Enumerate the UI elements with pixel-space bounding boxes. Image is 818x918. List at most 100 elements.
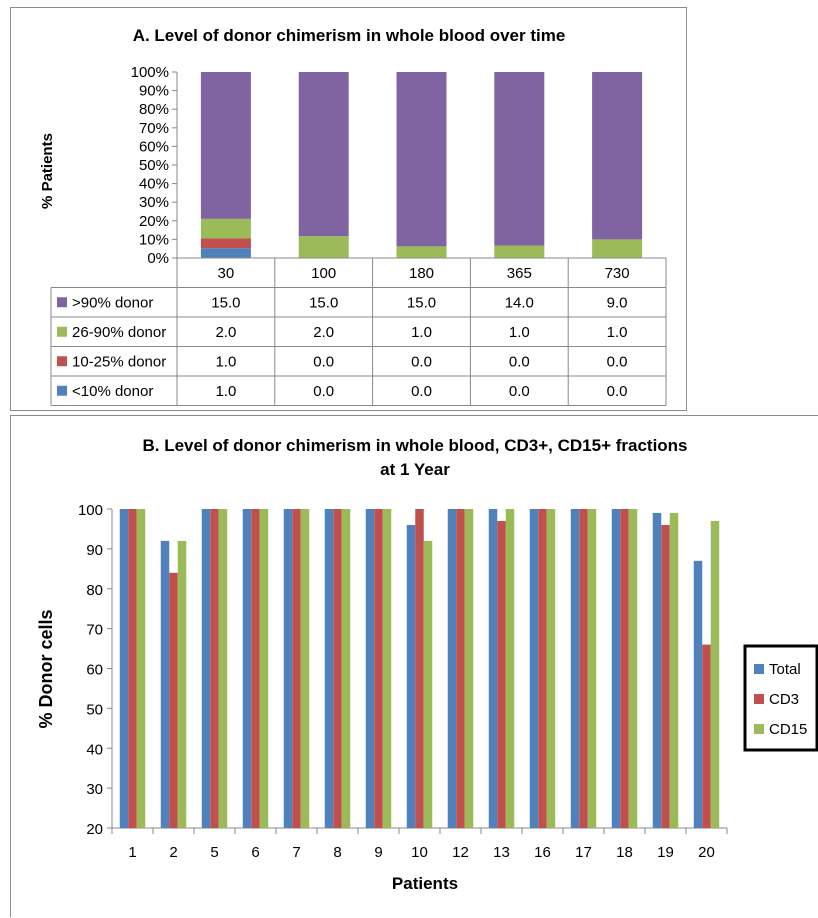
chart-subtitle: at 1 Year [380,460,450,479]
data-label: 15.0 [211,294,240,311]
y-tick-label: 40 [86,741,103,758]
x-tick-label: 8 [333,844,341,861]
bar-cd15 [341,509,351,828]
x-axis-label: Patients [392,874,458,893]
x-tick-label: 9 [374,844,382,861]
bar-cd3 [702,644,711,828]
legend-swatch [57,385,67,396]
legend-swatch [57,326,67,337]
bar-segment--90-donor [494,72,545,246]
bar-cd3 [579,509,588,828]
data-label: 0.0 [313,353,334,370]
chart-panel-b: B. Level of donor chimerism in whole blo… [10,415,818,917]
bar-total [119,509,129,828]
x-tick-label: 5 [210,844,218,861]
bar-segment-10-25-donor [200,238,251,249]
y-axis-label: % Patients [39,133,56,209]
bar-total [365,509,375,828]
data-label: 2.0 [313,324,334,341]
bar-cd15 [628,509,638,828]
x-tick-label: 13 [493,844,510,861]
bar-cd3 [210,509,219,828]
y-tick-label: 100 [78,502,103,519]
legend-label: 26-90% donor [72,324,166,341]
bar-total [324,509,334,828]
bar-cd3 [333,509,342,828]
y-tick-label: 70 [86,622,103,639]
bar-cd15 [300,509,310,828]
x-tick-label: 180 [409,265,434,282]
bar-segment-26-90-donor [298,236,349,258]
stacked-bar-chart: A. Level of donor chimerism in whole blo… [39,26,667,406]
y-tick-label: 20 [86,821,103,838]
legend-label: Total [769,661,801,678]
y-tick-label: 80% [139,101,169,118]
y-tick-label: 50 [86,701,103,718]
data-label: 0.0 [411,383,432,400]
clustered-bar-chart: B. Level of donor chimerism in whole blo… [36,436,818,893]
data-label: 1.0 [411,324,432,341]
x-tick-label: 7 [292,844,300,861]
x-tick-label: 730 [605,265,630,282]
bar-cd3 [169,572,178,828]
x-tick-label: 30 [218,265,235,282]
bar-total [201,509,211,828]
bar-total [447,509,457,828]
bar-cd15 [464,509,474,828]
bar-cd15 [423,540,433,828]
x-tick-label: 17 [575,844,592,861]
data-label: 2.0 [215,324,236,341]
y-tick-label: 10% [139,231,169,248]
chart-title: B. Level of donor chimerism in whole blo… [142,436,687,455]
y-tick-label: 80 [86,582,103,599]
bar-total [488,509,498,828]
y-tick-label: 70% [139,120,169,137]
bar-cd15 [136,509,146,828]
legend-label: CD3 [769,691,799,708]
bar-cd15 [710,520,720,828]
legend-label: <10% donor [72,383,153,400]
bar-cd3 [415,509,424,828]
bar-cd3 [497,520,506,828]
y-tick-label: 60 [86,662,103,679]
y-tick-label: 20% [139,213,169,230]
bar-segment--90-donor [396,72,447,247]
legend-swatch [754,724,764,734]
data-label: 0.0 [607,353,628,370]
bar-segment-26-90-donor [494,245,545,258]
x-tick-label: 2 [169,844,177,861]
x-tick-label: 365 [507,265,532,282]
y-tick-label: 50% [139,157,169,174]
bar-total [570,509,580,828]
bar-segment-26-90-donor [200,218,251,239]
bar-cd3 [620,509,629,828]
bar-total [529,509,539,828]
data-label: 1.0 [509,324,530,341]
data-label: 1.0 [215,353,236,370]
x-tick-label: 16 [534,844,551,861]
bar-segment--10-donor [200,248,251,258]
data-label: 9.0 [607,294,628,311]
x-tick-label: 10 [411,844,428,861]
legend-label: >90% donor [72,294,153,311]
data-label: 15.0 [407,294,436,311]
legend-swatch [57,356,67,367]
legend-label: 10-25% donor [72,353,166,370]
x-tick-label: 6 [251,844,259,861]
data-label: 14.0 [505,294,534,311]
bar-cd15 [669,512,679,828]
y-tick-label: 30% [139,194,169,211]
bar-total [611,509,621,828]
bar-cd15 [382,509,392,828]
data-label: 0.0 [607,383,628,400]
bar-cd3 [128,509,137,828]
bar-cd15 [259,509,269,828]
data-label: 1.0 [607,324,628,341]
legend-swatch [57,297,67,308]
y-axis-label: % Donor cells [36,609,56,728]
x-tick-label: 1 [128,844,136,861]
bar-cd15 [505,509,515,828]
data-label: 0.0 [313,383,334,400]
bar-total [283,509,293,828]
bar-cd3 [661,524,670,828]
